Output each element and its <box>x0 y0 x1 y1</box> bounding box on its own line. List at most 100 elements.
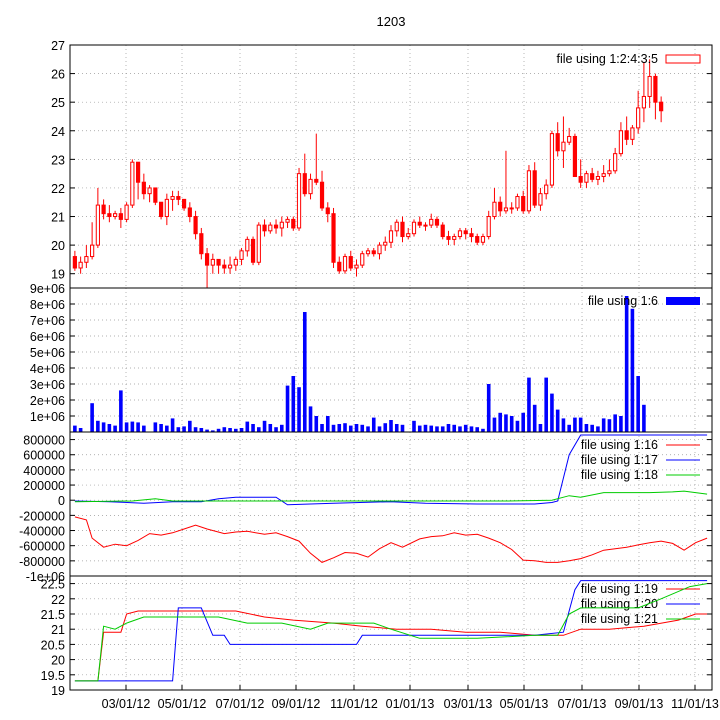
candle-body <box>653 75 658 103</box>
series-line-2 <box>74 434 708 506</box>
volume-bar <box>211 430 215 432</box>
candle-body <box>296 173 302 229</box>
candle-body <box>549 133 555 186</box>
volume-bar <box>360 424 365 432</box>
volume-bar <box>440 426 445 432</box>
candle-body <box>78 261 83 269</box>
ytick-label: 21 <box>51 623 65 637</box>
candle-body <box>475 236 480 243</box>
volume-bar <box>331 424 336 432</box>
candle-body <box>394 221 399 232</box>
volume-bar <box>239 428 244 432</box>
volume-bar <box>383 423 388 432</box>
ytick-label: 6e+06 <box>30 330 65 344</box>
volume-bar <box>417 425 422 432</box>
volume-bar <box>262 420 267 432</box>
volume-bar <box>527 377 531 432</box>
xtick-label: 09/01/12 <box>272 697 321 711</box>
candle-body <box>319 181 325 209</box>
panel-3: -1e+06-800000-600000-400000 -200000020000… <box>19 431 713 584</box>
volume-bar <box>73 425 77 432</box>
candle-body <box>417 221 422 226</box>
ytick-label: 24 <box>51 125 65 139</box>
volume-bar <box>607 419 612 432</box>
panel-frame <box>69 575 713 691</box>
ytick-label: 20.5 <box>41 638 65 652</box>
candle-body <box>199 233 204 255</box>
candle-body <box>636 107 641 129</box>
candle-body <box>170 196 175 200</box>
ytick-label: 25 <box>51 96 65 110</box>
xtick-label: 11/01/13 <box>671 697 719 711</box>
ytick-label: 20 <box>51 654 65 668</box>
candle-body <box>354 264 359 269</box>
candle-body <box>331 213 336 263</box>
candle-body <box>630 127 635 140</box>
volume-bar <box>320 424 324 432</box>
volume-bar <box>96 420 100 432</box>
candle-body <box>607 170 612 175</box>
candle-body <box>434 218 440 226</box>
candle-body <box>256 224 261 263</box>
xtick-label: 07/01/13 <box>558 697 607 711</box>
candle-body <box>555 133 560 152</box>
candle-body <box>360 253 365 266</box>
xtick-label: 09/01/13 <box>615 697 664 711</box>
volume-bar <box>486 384 491 432</box>
ytick-label: 5e+06 <box>30 346 65 360</box>
candle-body <box>222 264 227 269</box>
candle-body <box>423 224 428 227</box>
ytick-label: 1e+06 <box>30 410 65 424</box>
volume-bar <box>590 424 594 432</box>
candle-body <box>302 173 307 195</box>
volume-bar <box>492 417 497 432</box>
legend-label: file using 1:6 <box>588 294 658 308</box>
volume-bar <box>538 424 543 432</box>
volume-bar <box>429 425 434 432</box>
candle-body <box>90 244 95 258</box>
volume-bar <box>165 425 169 432</box>
volume-bar <box>291 376 296 432</box>
ytick-label: 21 <box>51 211 65 225</box>
volume-bar <box>377 426 382 432</box>
candle-body <box>268 224 273 232</box>
candle-body <box>595 176 601 180</box>
volume-bar <box>435 426 439 432</box>
volume-bar <box>302 312 307 432</box>
volume-bar <box>170 418 175 432</box>
candle-body <box>641 95 647 109</box>
volume-bar <box>142 425 146 432</box>
candle-body <box>515 196 520 209</box>
volume-bar <box>130 421 135 432</box>
volume-bar <box>509 416 514 432</box>
ytick-label: 27 <box>51 39 65 53</box>
candle-body <box>262 224 267 232</box>
ytick-label: 26 <box>51 68 65 82</box>
volume-bar <box>555 409 560 432</box>
volume-bar <box>613 414 617 432</box>
candle-body <box>72 256 77 269</box>
ytick-label: -200000 <box>19 509 65 523</box>
ytick-label: 23 <box>51 153 65 167</box>
ytick-label: -800000 <box>19 555 65 569</box>
volume-bar <box>90 403 94 432</box>
volume-bar <box>348 425 353 432</box>
volume-bar <box>308 406 313 432</box>
volume-bar <box>371 417 376 432</box>
volume-bar <box>193 427 198 432</box>
volume-bar <box>245 421 250 432</box>
volume-bar <box>257 427 261 432</box>
ytick-label: 3e+06 <box>30 378 65 392</box>
candle-body <box>503 207 509 212</box>
candle-body <box>463 230 468 235</box>
candle-body <box>233 258 238 266</box>
candle-body <box>158 201 164 218</box>
series-line-1 <box>74 610 708 682</box>
x-axis: 03/01/12 05/01/12 07/01/12 09/01/12 11/01/12… <box>102 685 719 711</box>
candle-body <box>538 193 543 206</box>
candle-body <box>429 218 434 226</box>
volume-bar <box>630 308 635 432</box>
legend-label: file using 1:17 <box>581 453 658 467</box>
volume-bar <box>325 416 330 432</box>
